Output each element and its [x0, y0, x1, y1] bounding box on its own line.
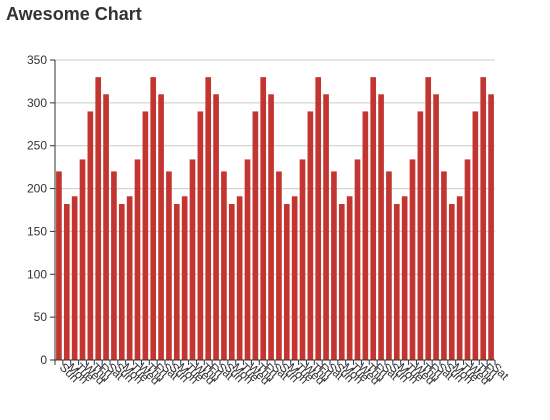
bar [56, 171, 62, 360]
bar [189, 159, 196, 360]
y-tick-label: 200 [27, 182, 47, 196]
bar [181, 196, 188, 360]
bar [331, 171, 337, 360]
bar [71, 196, 78, 360]
bar [276, 171, 282, 360]
bar [323, 94, 329, 361]
bar [488, 94, 494, 361]
bar [142, 111, 149, 360]
bar [409, 159, 416, 360]
bar [441, 171, 447, 360]
y-tick-label: 300 [27, 96, 47, 110]
bar [346, 196, 353, 360]
bars [56, 77, 494, 361]
bar [244, 159, 251, 360]
bar [393, 204, 400, 360]
bar [79, 159, 86, 360]
bar [197, 111, 204, 360]
y-tick-label: 0 [40, 353, 47, 367]
bar [158, 94, 164, 361]
bar [111, 171, 117, 360]
bar [378, 94, 384, 361]
bar [307, 111, 314, 360]
bar [401, 196, 408, 360]
x-tick-labels: SunMonTueWedThuFriSatSunMonTueWedThuFriS… [57, 360, 512, 387]
bar [118, 204, 125, 360]
bar [221, 171, 227, 360]
bar [362, 111, 369, 360]
y-tick-labels: 0 50 100 150 200 250 300 350 [27, 53, 47, 367]
bar [433, 94, 439, 361]
bar [315, 77, 322, 361]
bar [236, 196, 243, 360]
bar [354, 159, 361, 360]
bar [150, 77, 157, 361]
bar [173, 204, 180, 360]
bar [87, 111, 94, 360]
chart-title: Awesome Chart [6, 4, 142, 24]
bar [95, 77, 102, 361]
bar [283, 204, 290, 360]
bar [134, 159, 141, 360]
bar [448, 204, 455, 360]
bar [386, 171, 392, 360]
bar [456, 196, 463, 360]
bar [480, 77, 487, 361]
bar [252, 111, 259, 360]
bar [260, 77, 267, 361]
bar [103, 94, 109, 361]
bar [63, 204, 70, 360]
bar [425, 77, 432, 361]
bar [417, 111, 424, 360]
y-tick-label: 350 [27, 53, 47, 67]
y-tick-label: 150 [27, 224, 47, 238]
bar [338, 204, 345, 360]
bar [213, 94, 219, 361]
bar [370, 77, 377, 361]
bar [268, 94, 274, 361]
y-tick-label: 50 [34, 310, 48, 324]
bar [228, 204, 235, 360]
bar [464, 159, 471, 360]
y-tick-label: 100 [27, 267, 47, 281]
bar [166, 171, 172, 360]
y-tick-label: 250 [27, 139, 47, 153]
axes [50, 59, 496, 365]
bar [205, 77, 212, 361]
bar [299, 159, 306, 360]
bar [126, 196, 133, 360]
bar [472, 111, 479, 360]
bar [291, 196, 298, 360]
